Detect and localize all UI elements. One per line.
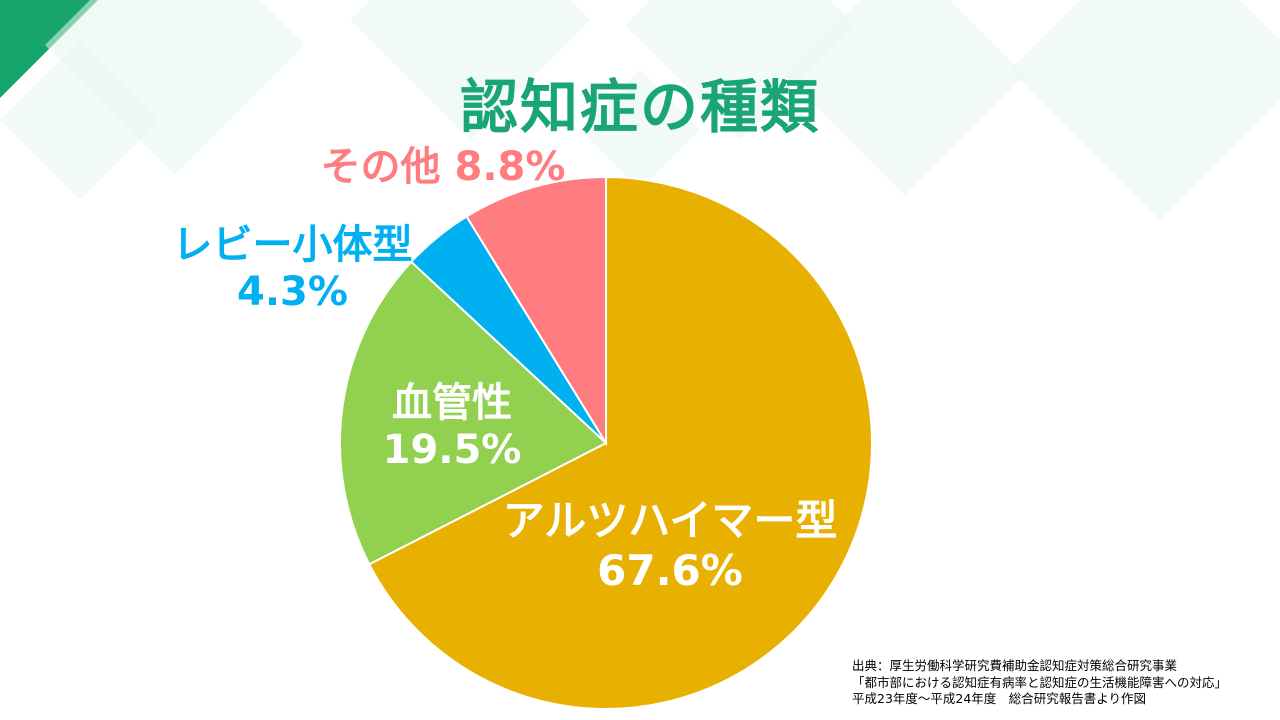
slice-label-vascular: 血管性 19.5%	[352, 380, 552, 474]
background-diamond	[1010, 0, 1280, 220]
slice-label-other: その他 8.8%	[298, 144, 588, 191]
slice-value: 19.5%	[382, 427, 522, 474]
slice-label-lewy: レビー小体型 4.3%	[150, 222, 435, 316]
slice-name: アルツハイマー型	[502, 496, 838, 545]
slice-name: レビー小体型	[172, 222, 413, 268]
background-diamond	[0, 40, 160, 200]
background-diamond	[785, 0, 1025, 195]
slice-name: 血管性	[392, 380, 512, 426]
source-line-3: 平成23年度～平成24年度 総合研究報告書より作図	[852, 691, 1147, 706]
pie-slice	[465, 175, 607, 447]
slice-name: その他	[320, 144, 441, 190]
pie-slice	[367, 175, 873, 710]
slice-label-alzheimer: アルツハイマー型 67.6%	[480, 496, 860, 595]
background-diamond	[45, 0, 305, 175]
background-diamond	[350, 0, 590, 140]
source-line-1: 出典：厚生労働科学研究費補助金認知症対策総合研究事業	[852, 658, 1178, 673]
background-diamond	[580, 70, 700, 190]
source-citation: 出典：厚生労働科学研究費補助金認知症対策総合研究事業 「都市部における認知症有病…	[852, 658, 1227, 708]
background-diamonds	[0, 0, 1280, 220]
pie-slice	[339, 260, 608, 566]
source-line-2: 「都市部における認知症有病率と認知症の生活機能障害への対応」	[852, 674, 1228, 690]
slice-value: 4.3%	[237, 269, 348, 316]
slice-value: 8.8%	[454, 144, 566, 190]
page-title: 認知症の種類	[459, 73, 820, 141]
slice-value: 67.6%	[597, 545, 743, 595]
background-diamond	[625, 0, 855, 140]
